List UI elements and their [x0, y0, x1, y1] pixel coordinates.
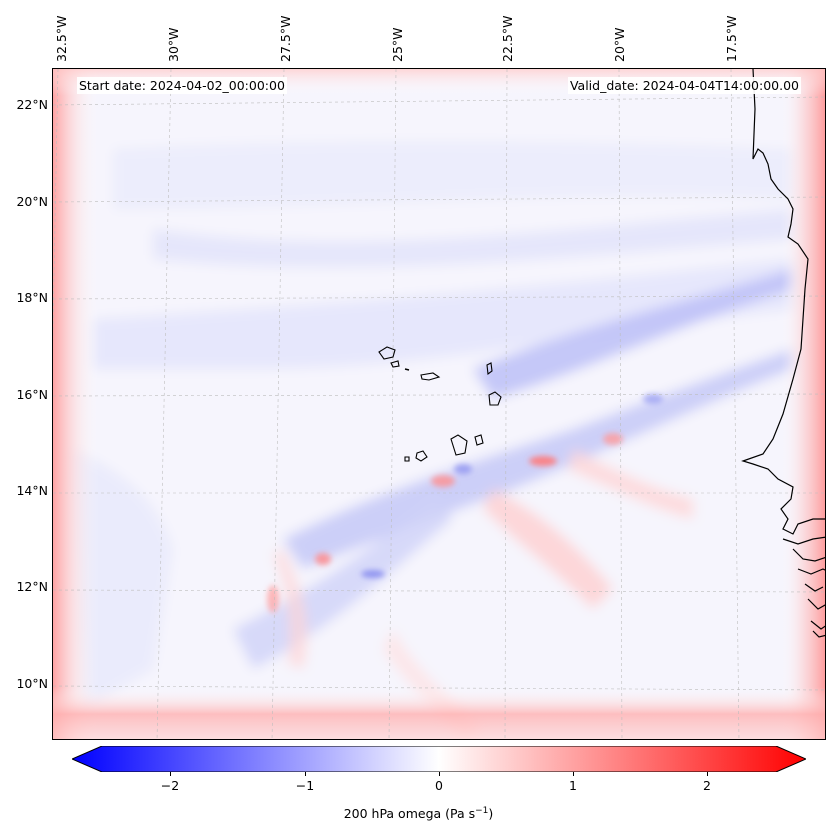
lon-label: 27.5°W	[278, 15, 293, 62]
colorbar-tick: −1	[295, 778, 315, 793]
lon-label: 22.5°W	[500, 15, 515, 62]
lat-label: 12°N	[16, 579, 48, 594]
lon-label: 20°W	[612, 27, 627, 62]
start-date-label: Start date: 2024-04-02_00:00:00	[77, 77, 287, 94]
lon-label: 30°W	[166, 27, 181, 62]
lat-label: 20°N	[16, 194, 48, 209]
omega-map: Start date: 2024-04-02_00:00:00 Valid_da…	[52, 68, 826, 740]
coastline	[741, 69, 825, 638]
cape-verde-islands	[378, 346, 502, 462]
lat-label: 14°N	[16, 483, 48, 498]
colorbar-tick: −2	[160, 778, 180, 793]
lat-label: 16°N	[16, 387, 48, 402]
colorbar-tick: 2	[703, 778, 711, 793]
lon-label: 17.5°W	[724, 15, 739, 62]
colorbar-tick: 0	[435, 778, 443, 793]
omega-field-plot	[53, 69, 825, 739]
lon-label: 25°W	[390, 27, 405, 62]
colorbar-tick: 1	[569, 778, 577, 793]
colorbar	[72, 746, 806, 772]
valid-date-label: Valid_date: 2024-04-04T14:00:00.00	[567, 77, 801, 94]
lat-label: 10°N	[16, 676, 48, 691]
graticule	[53, 69, 825, 739]
lat-label: 22°N	[16, 97, 48, 112]
colorbar-label: 200 hPa omega (Pa s−1)	[343, 806, 494, 822]
lon-label: 32.5°W	[54, 15, 69, 62]
lat-label: 18°N	[16, 290, 48, 305]
